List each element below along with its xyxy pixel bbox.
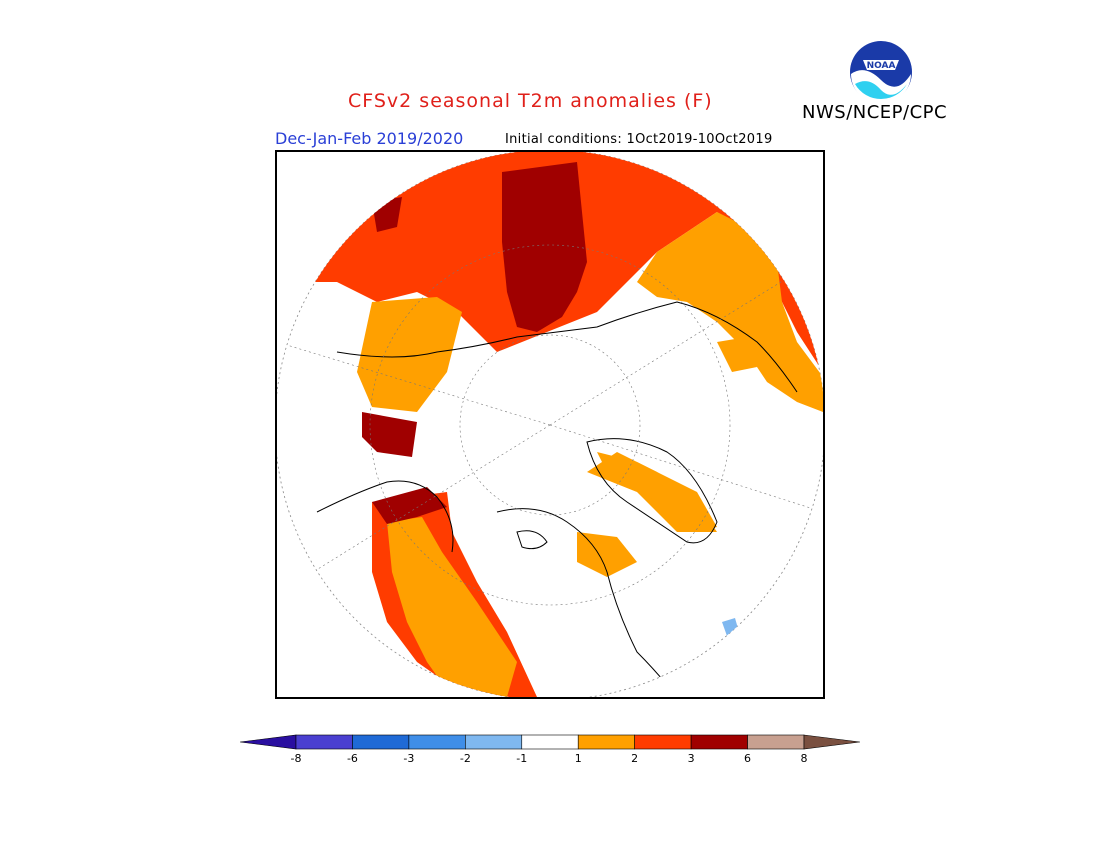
coastline-alaska: [316, 480, 454, 553]
legend-tick-label: 2: [631, 752, 639, 765]
legend-swatch: [408, 734, 466, 750]
map-frame: [275, 150, 825, 699]
legend-swatch: [295, 734, 353, 750]
legend-swatch: [577, 734, 635, 750]
coastline-greenland: [586, 438, 718, 544]
noaa-logo-text: NOAA: [867, 61, 896, 71]
graticule-circle: [369, 244, 731, 606]
anomaly-region-alaska-6: [362, 412, 417, 457]
legend-swatch: [352, 734, 410, 750]
coastline-archipelago: [516, 530, 548, 550]
coastline-eurasia: [336, 301, 798, 393]
legend-swatch: [690, 734, 748, 750]
legend-tick-label: 8: [800, 752, 808, 765]
legend-swatch: [465, 734, 523, 750]
graticule-meridian: [549, 271, 798, 426]
color-legend: [240, 734, 860, 750]
initial-conditions-label: Initial conditions: 1Oct2019-10Oct2019: [505, 132, 773, 147]
legend-tick-label: -3: [403, 752, 415, 765]
legend-swatch-low: [240, 734, 297, 750]
anomaly-region-alaska-1: [357, 297, 462, 412]
legend-swatch: [747, 734, 805, 750]
legend-tick-label: -1: [516, 752, 528, 765]
season-label: Dec-Jan-Feb 2019/2020: [275, 129, 464, 148]
graticule-circle: [459, 334, 641, 516]
anomaly-region-western-canada-1: [387, 517, 517, 697]
legend-tick-label: -8: [290, 752, 302, 765]
legend-tick-label: 6: [744, 752, 752, 765]
legend-swatch: [521, 734, 579, 750]
anomaly-region-mongolia-1: [717, 337, 757, 372]
polar-map: [277, 152, 823, 697]
noaa-logo: NOAA: [850, 41, 912, 104]
legend-tick-label: 1: [574, 752, 582, 765]
legend-swatch: [634, 734, 692, 750]
agency-label: NWS/NCEP/CPC: [802, 102, 948, 123]
legend-tick-label: 3: [687, 752, 695, 765]
coastline-canada: [496, 508, 678, 697]
legend-tick-label: -6: [346, 752, 358, 765]
legend-tick-label: -2: [459, 752, 471, 765]
anomaly-region-central-siberia-6: [502, 162, 587, 332]
anomaly-region-canada-6: [372, 487, 447, 524]
anomaly-region-hudson-1: [577, 532, 637, 577]
anomaly-region-greenland-edge-1: [597, 452, 717, 532]
legend-swatch-high: [803, 734, 860, 750]
map-title: CFSv2 seasonal T2m anomalies (F): [348, 90, 713, 112]
